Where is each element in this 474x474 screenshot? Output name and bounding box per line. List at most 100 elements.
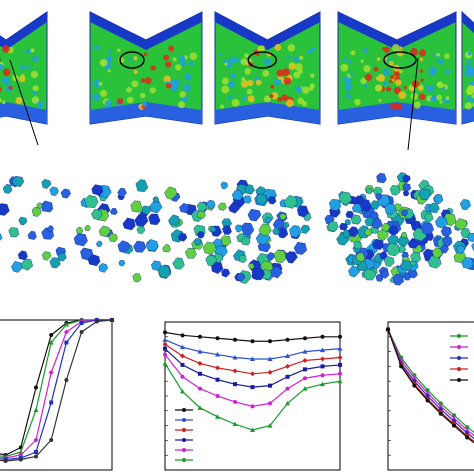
spot [436, 81, 444, 89]
spot [420, 69, 424, 73]
particle [36, 202, 43, 209]
particle [424, 212, 434, 222]
particle [328, 198, 342, 211]
spot [288, 62, 297, 70]
particle [206, 199, 216, 209]
point [452, 423, 456, 428]
point [162, 341, 168, 347]
highlight [383, 51, 417, 69]
point [285, 363, 290, 369]
point [233, 382, 237, 387]
particle [402, 174, 411, 183]
particle [267, 196, 277, 205]
spot [302, 86, 310, 94]
block-top [0, 12, 47, 50]
spot [295, 85, 303, 93]
spot [133, 56, 138, 61]
spot [178, 55, 186, 62]
spot [437, 58, 444, 65]
particle [372, 238, 385, 250]
particle [433, 193, 444, 204]
particle [196, 210, 206, 219]
spot [350, 50, 356, 56]
point [267, 369, 273, 375]
spot [19, 64, 25, 70]
spot [224, 62, 228, 66]
point [338, 334, 342, 339]
spot [349, 72, 353, 77]
point [180, 374, 185, 379]
particle [300, 224, 311, 234]
point [198, 386, 202, 391]
particle [205, 254, 217, 267]
pointer [9, 59, 39, 146]
particle [41, 251, 52, 261]
legend-marker [457, 356, 461, 360]
particle [179, 202, 190, 214]
spot [419, 49, 427, 57]
particle [400, 231, 408, 238]
particle [352, 197, 359, 204]
point [320, 364, 325, 369]
spot [439, 100, 443, 104]
spot [262, 70, 270, 77]
spot [410, 48, 418, 56]
particle [363, 268, 376, 281]
point [180, 389, 185, 394]
spot [179, 91, 186, 98]
particle [91, 208, 103, 220]
spot [283, 77, 292, 85]
spot [230, 72, 236, 79]
spot [0, 86, 2, 93]
point [452, 413, 456, 418]
spot [386, 57, 391, 62]
spot [172, 57, 177, 62]
spot [116, 48, 121, 53]
spot [30, 48, 35, 53]
particle [403, 272, 412, 281]
particle [135, 179, 149, 193]
spot [244, 53, 249, 58]
spot [131, 80, 139, 88]
spot [386, 86, 392, 92]
spot [374, 84, 382, 92]
spot [394, 102, 402, 111]
particle [196, 201, 207, 212]
spot [345, 93, 351, 99]
particle [258, 223, 272, 237]
particle [467, 232, 474, 243]
particle [338, 191, 353, 206]
spot [25, 49, 31, 55]
point [180, 353, 185, 359]
particle [228, 201, 241, 214]
spot [2, 45, 10, 53]
spot [140, 92, 146, 99]
point [162, 360, 168, 366]
spot [392, 44, 400, 52]
particle [421, 222, 434, 235]
spot [293, 71, 301, 79]
particle [57, 252, 67, 262]
spot [340, 63, 349, 72]
spot [344, 83, 353, 92]
particle [345, 210, 354, 219]
legend-marker [182, 438, 186, 442]
point [3, 459, 8, 463]
block-base [215, 102, 320, 124]
spot [427, 85, 435, 93]
spot [464, 102, 473, 110]
particle [234, 224, 243, 233]
point [198, 334, 202, 339]
spot [220, 104, 225, 109]
particle [220, 181, 229, 190]
spot [99, 58, 108, 67]
point [34, 385, 38, 390]
highlight [247, 51, 277, 69]
spot [168, 45, 174, 52]
particle [459, 199, 472, 211]
particle [177, 232, 188, 242]
plot-frame [164, 321, 341, 471]
spot [343, 76, 352, 84]
particle [283, 194, 298, 209]
legend-marker [182, 408, 186, 412]
